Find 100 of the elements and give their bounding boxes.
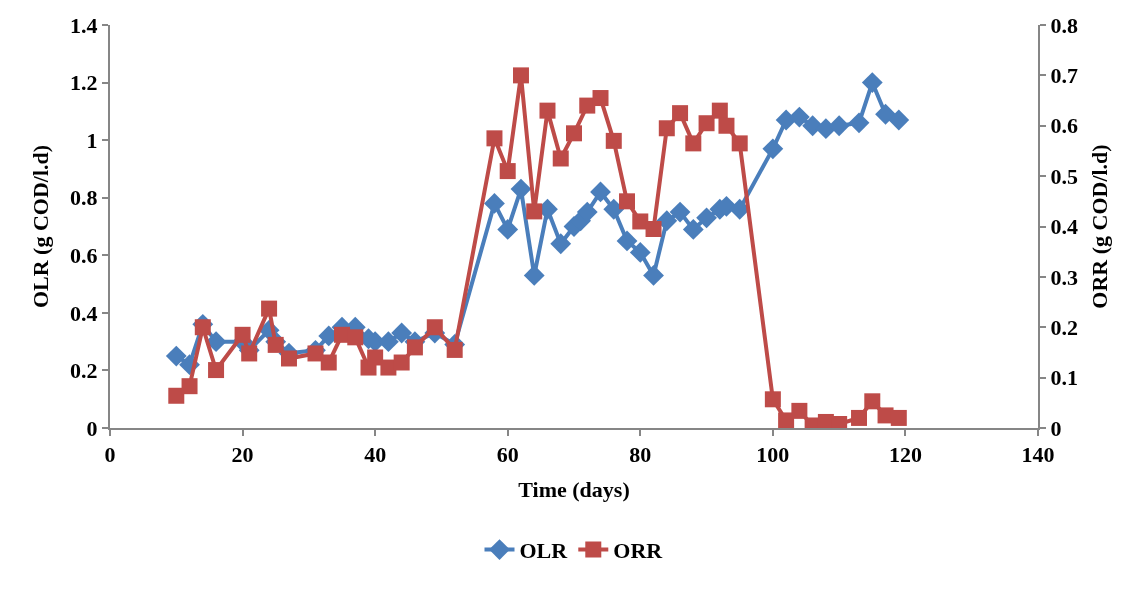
point: [234, 326, 251, 343]
point: [682, 218, 704, 240]
point: [851, 409, 868, 426]
point: [619, 193, 636, 210]
point: [791, 402, 808, 419]
y-axis-title: OLR (g COD/l.d): [28, 144, 54, 309]
point: [566, 125, 582, 142]
y-tick-label: 1.2: [70, 70, 98, 96]
y-tick-label: 1: [86, 127, 98, 153]
x-tick-label: 0: [104, 442, 116, 468]
point: [603, 198, 625, 220]
point: [550, 233, 572, 255]
y-tick-label: 0.2: [70, 358, 98, 384]
point: [510, 178, 532, 200]
point: [367, 349, 384, 366]
point: [539, 102, 556, 119]
x-tick-label: 80: [629, 442, 652, 468]
point: [499, 163, 516, 180]
point: [778, 412, 795, 428]
y-tick-label: 0: [86, 415, 98, 441]
point: [632, 213, 649, 230]
point: [486, 130, 503, 147]
x-tick-label: 40: [364, 442, 387, 468]
point: [788, 106, 810, 128]
point: [698, 115, 715, 132]
point: [347, 329, 364, 346]
point: [393, 354, 410, 371]
y2-tick-label: 0.1: [1050, 365, 1078, 391]
y2-tick-label: 0.5: [1050, 163, 1078, 189]
point: [241, 345, 258, 362]
x-tick-label: 140: [1021, 442, 1055, 468]
point: [828, 115, 850, 137]
point: [168, 387, 185, 404]
point: [484, 193, 505, 214]
y2-tick-label: 0.8: [1050, 12, 1078, 38]
point: [267, 336, 284, 353]
point: [320, 354, 337, 371]
point: [592, 90, 609, 107]
point: [762, 138, 784, 160]
y-tick-label: 1.4: [70, 12, 98, 38]
point: [731, 135, 748, 152]
point: [378, 331, 399, 353]
y2-tick-label: 0.4: [1050, 214, 1078, 240]
point: [656, 210, 678, 232]
x-axis-title: Time (days): [518, 476, 630, 502]
point: [194, 319, 211, 336]
point: [526, 203, 543, 220]
point: [576, 201, 598, 223]
point: [406, 339, 423, 356]
point: [261, 300, 278, 317]
point: [645, 221, 662, 238]
point: [629, 242, 651, 263]
point: [764, 391, 781, 408]
point: [446, 341, 463, 358]
point: [672, 105, 689, 122]
point: [696, 207, 717, 229]
point: [861, 72, 883, 93]
y-tick-label: 0.6: [70, 242, 98, 268]
point: [718, 117, 735, 134]
point: [165, 345, 187, 367]
point: [280, 350, 297, 367]
point: [616, 230, 638, 252]
point: [711, 102, 728, 119]
point: [875, 103, 896, 125]
point: [497, 218, 519, 240]
point: [307, 345, 324, 362]
point: [802, 115, 824, 137]
point: [658, 120, 675, 137]
point: [380, 359, 397, 376]
point: [579, 97, 596, 114]
point: [605, 132, 622, 149]
legend-label: ORR: [613, 538, 664, 564]
point: [181, 378, 198, 395]
point: [590, 181, 611, 203]
y2-tick-label: 0: [1050, 415, 1062, 441]
point: [685, 135, 702, 152]
point: [890, 409, 907, 426]
y-tick-label: 0.8: [70, 185, 98, 211]
point: [208, 362, 225, 379]
point: [512, 67, 529, 84]
x-tick-label: 100: [756, 442, 790, 468]
y2-tick-label: 0.7: [1050, 63, 1078, 89]
y2-tick-label: 0.3: [1050, 264, 1078, 290]
point: [864, 393, 881, 410]
point: [888, 109, 910, 131]
y-tick-label: 0.4: [70, 300, 98, 326]
y2-tick-label: 0.2: [1050, 314, 1078, 340]
point: [643, 265, 664, 286]
x-tick-label: 20: [231, 442, 254, 468]
y2-tick-label: 0.6: [1050, 113, 1078, 139]
x-tick-label: 120: [888, 442, 922, 468]
point: [669, 201, 691, 223]
point: [552, 150, 569, 167]
legend-label: OLR: [519, 538, 569, 564]
point: [523, 265, 545, 286]
x-tick-label: 60: [496, 442, 519, 468]
y2-axis-title: ORR (g COD/l.d): [1087, 144, 1113, 309]
point: [848, 112, 870, 134]
point: [426, 319, 443, 336]
point: [391, 322, 413, 344]
